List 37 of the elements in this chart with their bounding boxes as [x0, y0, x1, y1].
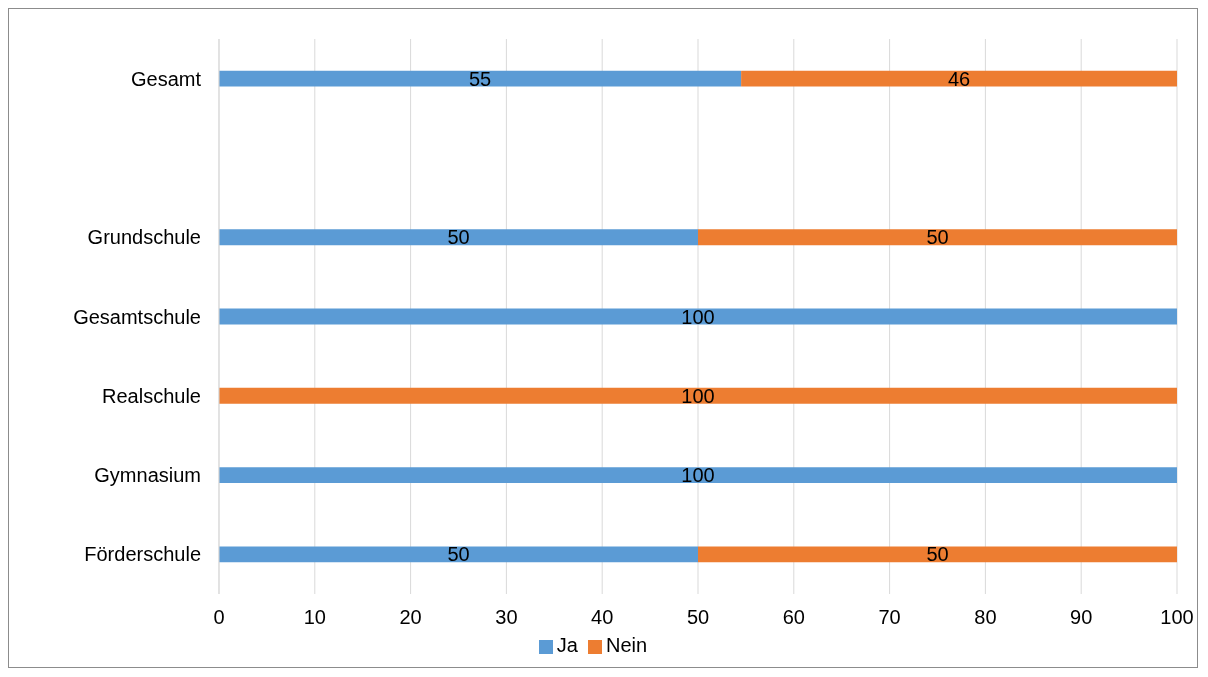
bar — [741, 70, 1177, 87]
x-tick-label: 70 — [878, 606, 901, 629]
bar — [219, 387, 1177, 404]
bar — [219, 308, 1177, 325]
data-label: 50 — [926, 226, 949, 249]
data-label: 55 — [468, 67, 492, 90]
x-tick-label: 10 — [303, 606, 326, 629]
data-label: 100 — [681, 464, 715, 487]
x-tick-label: 60 — [782, 606, 805, 629]
x-tick-label: 20 — [399, 606, 422, 629]
y-tick-label: Förderschule — [84, 543, 201, 566]
x-tick-label: 100 — [1160, 606, 1194, 629]
legend-label: Ja — [556, 634, 578, 656]
x-tick-label: 50 — [686, 606, 710, 629]
data-label: 46 — [947, 67, 971, 90]
data-label: 50 — [447, 226, 470, 249]
y-tick-label: Gesamt — [130, 67, 202, 90]
x-tick-label: 90 — [1070, 606, 1093, 629]
bar — [219, 467, 1177, 483]
bar — [698, 546, 1177, 563]
y-tick-label: Gymnasium — [94, 464, 201, 487]
data-label: 100 — [681, 305, 715, 328]
data-label: 50 — [926, 543, 949, 566]
x-tick-label: 0 — [213, 606, 225, 629]
legend-label: Nein — [605, 634, 648, 656]
x-tick-label: 40 — [591, 606, 614, 629]
y-tick-label: Gesamtschule — [73, 305, 201, 328]
y-tick-label: Grundschule — [87, 226, 201, 249]
data-label: 50 — [447, 543, 470, 566]
x-tick-label: 80 — [974, 606, 997, 629]
bar — [219, 70, 742, 87]
bar — [219, 546, 698, 563]
bar — [698, 229, 1177, 246]
data-label: 100 — [681, 384, 715, 407]
y-tick-label: Realschule — [102, 384, 201, 407]
bar — [219, 229, 698, 246]
x-tick-label: 30 — [495, 606, 518, 629]
